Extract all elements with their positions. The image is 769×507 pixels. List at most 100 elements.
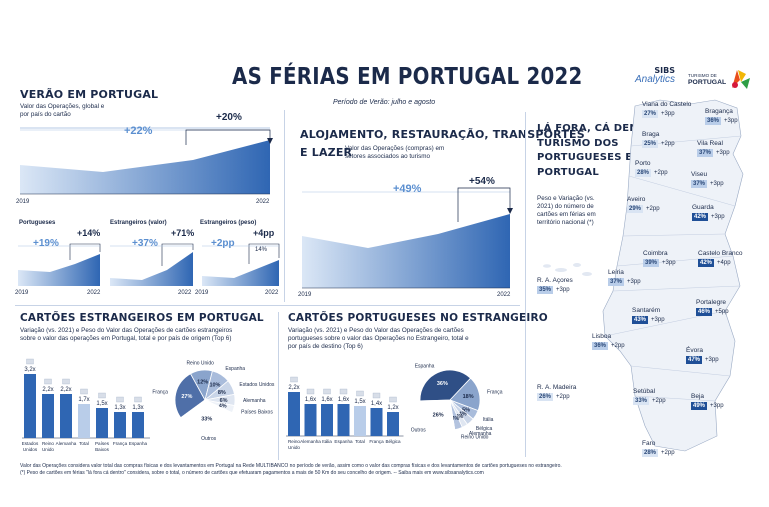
district-pct-badge: 42% — [698, 259, 715, 267]
divider-vertical-2 — [278, 312, 279, 460]
pie-value-label: 36% — [437, 381, 448, 387]
mini-chart-1 — [110, 243, 194, 286]
abroad-desc: Peso e Variação (vs. 2021) do número de … — [537, 195, 617, 226]
district-10: Leiria 37% +3pp — [608, 269, 641, 286]
district-18: R. A. Açores 35% +3pp — [537, 277, 573, 294]
pie-value-label: 26% — [433, 412, 444, 418]
bar-category-label: Unidos — [23, 447, 38, 452]
district-0: Viana do Castelo 27% +3pp — [642, 101, 691, 118]
bar-category-label: Alemanha — [56, 441, 77, 446]
lodging-title-2: E LAZER — [300, 146, 353, 159]
district-delta: +2pp — [654, 170, 668, 176]
district-values: 36% +2pp — [592, 342, 625, 350]
district-name: Évora — [686, 347, 703, 354]
pt-title: CARTÕES PORTUGUESES NO ESTRANGEIRO — [288, 312, 548, 324]
bar-category-label: Baixos — [95, 447, 109, 452]
district-values: 37% +3pp — [697, 149, 730, 157]
pie-slice-6 — [419, 399, 456, 431]
bar-category-label: França — [369, 439, 384, 444]
foreign-desc: Variação (vs. 2021) e Peso do Valor das … — [20, 327, 275, 343]
mini-0-x-end: 2022 — [87, 290, 101, 296]
district-values: 46% +5pp — [696, 308, 729, 316]
district-name: Guarda — [692, 204, 714, 211]
flag-icon — [323, 388, 331, 395]
bar-5 — [114, 412, 126, 438]
bar-1 — [42, 394, 54, 438]
pie-value-label: 6% — [220, 398, 228, 404]
pie-category-label: França — [152, 390, 168, 396]
page-title: AS FÉRIAS EM PORTUGAL 2022 — [232, 64, 583, 90]
pie-value-label: 8% — [218, 390, 226, 396]
bar-4 — [96, 408, 108, 438]
district-pct-badge: 33% — [633, 397, 650, 405]
district-8: Coimbra 39% +3pp — [643, 250, 676, 267]
summer-desc-line1: Valor das Operações, global e — [20, 103, 105, 110]
district-pct-badge: 27% — [642, 110, 659, 118]
district-name: Faro — [642, 440, 656, 447]
summer-pct-short: +20% — [216, 112, 242, 123]
district-values: 42% +3pp — [692, 213, 725, 221]
bar-category-label: Total — [355, 439, 365, 444]
mini-2-pct-long: +2pp — [211, 238, 235, 249]
summer-arrow-head — [267, 138, 273, 144]
pt-desc-1: Variação (vs. 2021) e Peso do Valor das … — [288, 327, 464, 334]
district-values: 43% +3pp — [632, 316, 665, 324]
district-name: Beja — [691, 393, 705, 400]
district-delta: +3pp — [724, 118, 738, 124]
flag-icon — [306, 388, 315, 395]
flag-icon — [62, 378, 70, 385]
mini-2-val-a: 10% — [211, 266, 224, 272]
district-values: 36% +3pp — [705, 117, 738, 125]
bar-category-label: Países — [95, 441, 110, 446]
flag-icon — [80, 388, 88, 395]
district-delta: +5pp — [715, 309, 729, 315]
district-6: Aveiro 29% +2pp — [627, 196, 660, 213]
district-name: Braga — [642, 131, 660, 138]
abroad-desc-1: Peso e Variação (vs. — [537, 195, 595, 202]
pie-category-label: França — [487, 390, 503, 396]
district-pct-badge: 37% — [697, 149, 714, 157]
flag-icon — [290, 376, 298, 383]
abroad-title: LÁ FORA, CÁ DENTRO TURISMO DOS PORTUGUES… — [537, 122, 662, 180]
foreign-pie-chart: 27% França 12% Reino Unido 10% Espanha 8% Estad… — [152, 360, 275, 442]
lodging-desc-line2: setores associados ao turismo — [345, 152, 431, 160]
district-delta: +3pp — [662, 260, 676, 266]
pie-category-label: Bélgica — [476, 426, 493, 432]
mini-chart-2 — [202, 243, 280, 286]
pie-value-label: 27% — [181, 394, 192, 400]
abroad-title-3: PORTUGUESES EM — [537, 152, 643, 163]
turismo-logo: TURISMO DE PORTUGAL — [688, 70, 754, 89]
district-14: Évora 47% +3pp — [686, 347, 719, 364]
district-13: Lisboa 36% +2pp — [592, 333, 625, 350]
abroad-desc-2: 2021) do número de — [537, 202, 594, 210]
bar-value-label: 3,2x — [24, 367, 35, 373]
bar-category-label: Estados — [22, 441, 39, 446]
district-5: Viseu 37% +3pp — [691, 171, 724, 188]
district-delta: +2pp — [652, 398, 666, 404]
mini-1-pct-long: +37% — [132, 238, 158, 249]
district-delta: +2pp — [646, 206, 660, 212]
pie-category-label: Estados Unidos — [239, 382, 275, 388]
district-values: 42% +4pp — [698, 259, 742, 267]
bar-value-label: 1,2x — [387, 405, 398, 411]
abroad-desc-4: território nacional (*) — [537, 218, 594, 226]
mini-2-x-start: 2019 — [195, 290, 209, 296]
district-7: Guarda 42% +3pp — [692, 204, 725, 221]
bar-4 — [354, 406, 366, 436]
bar-category-label: Unido — [288, 445, 300, 450]
divider-vertical-3 — [525, 112, 526, 457]
pie-slice-0 — [174, 373, 206, 419]
sibs-logo-top: SIBS — [654, 66, 675, 75]
district-name: Aveiro — [627, 196, 646, 203]
district-delta: +3pp — [716, 150, 730, 156]
district-pct-badge: 37% — [691, 180, 708, 188]
foreign-desc-2: sobre o valor das operações em Portugal,… — [20, 334, 232, 342]
district-16: Beja 49% +3pp — [691, 393, 724, 410]
mini-1-x-end: 2022 — [178, 290, 192, 296]
bar-category-label: Reino — [288, 439, 300, 444]
turismo-logo-top: TURISMO DE — [688, 73, 717, 78]
flag-icon — [389, 396, 397, 403]
bar-value-label: 1,6x — [305, 397, 316, 403]
mini-0-x-start: 2019 — [15, 290, 29, 296]
